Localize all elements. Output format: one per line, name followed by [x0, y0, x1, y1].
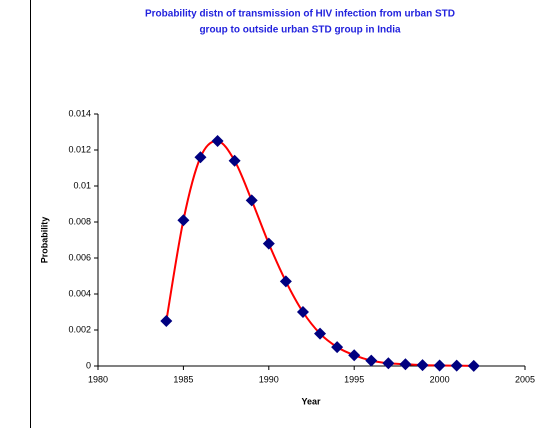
y-tick-label: 0.012: [68, 144, 91, 154]
y-tick-label: 0.006: [68, 252, 91, 262]
marker: [211, 135, 224, 147]
x-axis-label: Year: [301, 396, 321, 406]
y-tick-label: 0.004: [68, 288, 91, 298]
x-tick-label: 2000: [430, 374, 450, 384]
marker: [314, 327, 327, 340]
marker: [450, 359, 463, 372]
marker: [416, 359, 429, 372]
marker: [467, 359, 480, 372]
x-tick-label: 1980: [88, 374, 108, 384]
marker: [279, 275, 292, 288]
x-tick-label: 1985: [173, 374, 193, 384]
y-tick-label: 0: [86, 360, 91, 370]
y-tick-label: 0.008: [68, 216, 91, 226]
marker: [296, 306, 309, 318]
chart-title: group to outside urban STD group in Indi…: [199, 25, 401, 36]
y-tick-label: 0.01: [73, 180, 91, 190]
marker: [399, 358, 412, 371]
x-tick-label: 2005: [515, 374, 535, 384]
marker: [245, 194, 258, 207]
x-tick-label: 1990: [259, 374, 279, 384]
y-tick-label: 0.002: [68, 324, 91, 334]
marker: [382, 357, 395, 370]
marker: [160, 315, 173, 327]
marker: [365, 354, 378, 367]
marker: [331, 341, 344, 354]
marker: [194, 151, 207, 164]
marker: [177, 214, 190, 227]
y-axis-label: Probability: [39, 217, 49, 264]
marker: [348, 349, 361, 362]
chart-title: Probability distn of transmission of HIV…: [145, 9, 455, 20]
marker: [262, 237, 275, 250]
marker: [228, 154, 241, 167]
y-tick-label: 0.014: [68, 108, 91, 118]
x-tick-label: 1995: [344, 374, 364, 384]
marker: [433, 359, 446, 372]
